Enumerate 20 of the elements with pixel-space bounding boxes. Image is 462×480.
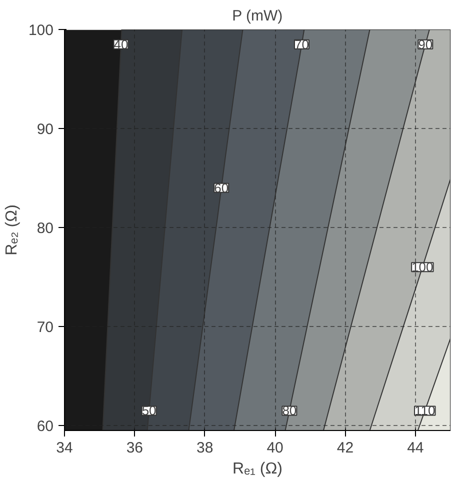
y-tick-label: 60 (36, 418, 54, 436)
y-tick-label: 70 (36, 319, 54, 336)
chart-title: P (mW) (232, 8, 283, 24)
x-axis-title: Rₑ₁ (Ω) (232, 460, 282, 478)
y-tick-label: 100 (28, 22, 54, 39)
series-label: 90 (418, 36, 433, 52)
series-label: 50 (142, 403, 156, 418)
y-tick-label: 90 (36, 121, 54, 138)
y-tick-label: 80 (36, 220, 54, 238)
x-tick-label: 34 (56, 440, 73, 456)
y-axis-title: Rₑ₂ (Ω) (3, 204, 20, 256)
series-label: 80 (282, 403, 297, 418)
x-tick-label: 40 (266, 440, 284, 456)
x-tick-label: 36 (126, 440, 144, 456)
x-tick-label: 38 (196, 440, 214, 456)
x-tick-label: 44 (407, 440, 424, 456)
x-tick-label: 42 (336, 440, 354, 456)
series-label: 100 (412, 260, 434, 275)
series-label: 70 (294, 36, 309, 52)
series-label: 60 (214, 180, 229, 196)
